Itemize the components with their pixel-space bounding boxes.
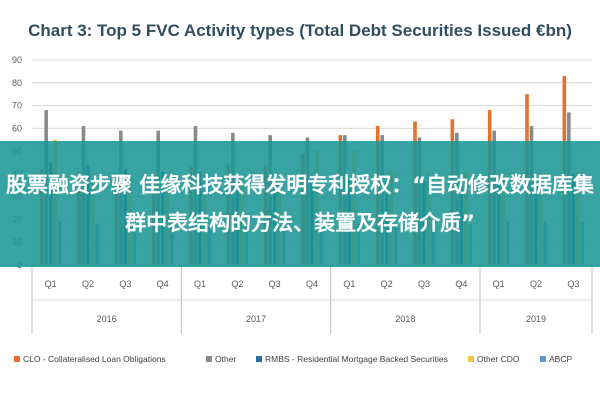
x-tick-label: Q2	[231, 279, 243, 289]
x-tick-label: Q4	[455, 279, 467, 289]
chart-title: Chart 3: Top 5 FVC Activity types (Total…	[28, 21, 572, 40]
x-tick-label: Q1	[194, 279, 206, 289]
x-tick-label: Q1	[45, 279, 57, 289]
x-tick-label: Q2	[381, 279, 393, 289]
x-tick-label: Q4	[157, 279, 169, 289]
x-tick-label: Q3	[269, 279, 281, 289]
x-tick-label: Q3	[119, 279, 131, 289]
legend-label: Other CDO	[477, 354, 520, 364]
legend-label: ABCP	[549, 354, 572, 364]
x-tick-label: Q1	[493, 279, 505, 289]
x-group-label: 2019	[526, 314, 546, 324]
y-tick-label: 70	[12, 101, 22, 111]
headline-banner[interactable]: 股票融资步骤 佳缘科技获得发明专利授权：“自动修改数据库集群中表结构的方法、装置…	[0, 141, 600, 267]
legend-swatch	[540, 356, 546, 362]
legend-swatch	[256, 356, 262, 362]
legend-swatch	[206, 356, 212, 362]
x-group-label: 2017	[246, 314, 266, 324]
legend: CLO - Collateralised Loan Obligations Oth…	[14, 354, 572, 364]
legend-label: Other	[215, 354, 236, 364]
x-tick-label: Q2	[82, 279, 94, 289]
x-tick-label: Q3	[567, 279, 579, 289]
x-tick-label: Q3	[418, 279, 430, 289]
legend-label: RMBS - Residential Mortgage Backed Secur…	[265, 354, 448, 364]
headline-text[interactable]: 股票融资步骤 佳缘科技获得发明专利授权：“自动修改数据库集群中表结构的方法、装置…	[5, 173, 595, 235]
legend-label: CLO - Collateralised Loan Obligations	[23, 354, 166, 364]
x-group-label: 2018	[395, 314, 415, 324]
x-tick-label: Q1	[343, 279, 355, 289]
x-tick-label: Q4	[306, 279, 318, 289]
y-tick-label: 80	[12, 78, 22, 88]
legend-swatch	[468, 356, 474, 362]
y-tick-label: 90	[12, 55, 22, 65]
y-tick-label: 60	[12, 123, 22, 133]
x-group-label: 2016	[97, 314, 117, 324]
x-tick-label: Q2	[530, 279, 542, 289]
legend-swatch	[14, 356, 20, 362]
